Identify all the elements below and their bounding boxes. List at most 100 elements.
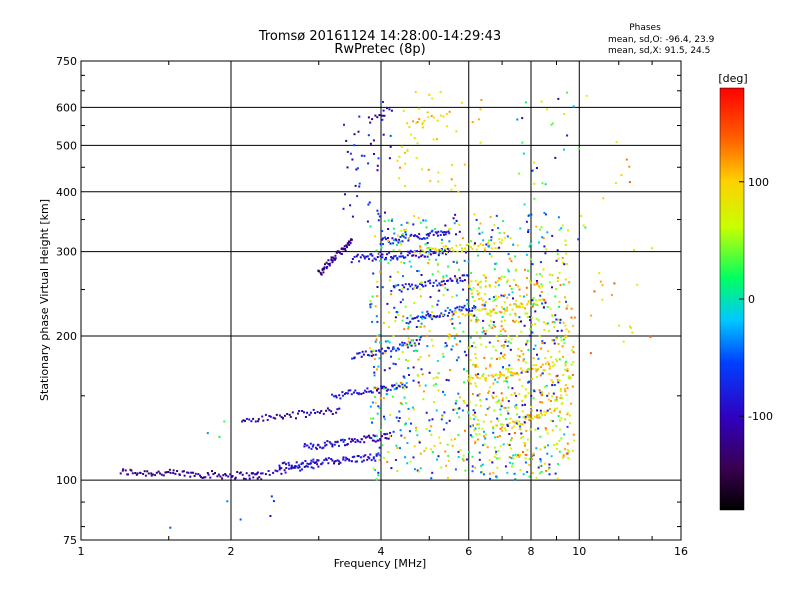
data-point xyxy=(540,299,543,301)
data-point xyxy=(326,265,329,268)
data-point xyxy=(526,414,529,416)
data-point xyxy=(432,285,435,287)
data-point xyxy=(295,417,297,420)
data-point xyxy=(570,316,573,319)
data-point xyxy=(415,254,417,257)
data-point xyxy=(564,384,567,387)
data-point xyxy=(444,233,447,236)
data-point xyxy=(321,268,324,271)
data-point xyxy=(294,465,297,468)
data-point xyxy=(406,150,409,152)
data-point xyxy=(504,465,507,468)
data-point xyxy=(471,393,474,395)
data-point xyxy=(503,301,506,304)
data-point xyxy=(460,309,463,312)
data-point xyxy=(492,425,495,428)
data-point xyxy=(468,378,471,381)
x-tick-label: 16 xyxy=(674,545,688,558)
data-point xyxy=(416,250,419,253)
data-point xyxy=(406,148,409,151)
data-point xyxy=(288,413,291,416)
data-point xyxy=(407,327,410,330)
data-point xyxy=(565,252,568,255)
data-point xyxy=(371,118,374,121)
data-point xyxy=(512,454,515,457)
data-point xyxy=(373,366,375,368)
data-point xyxy=(553,443,556,446)
data-point xyxy=(392,334,395,337)
data-point xyxy=(527,416,530,419)
data-point xyxy=(372,417,375,420)
data-point xyxy=(516,118,519,121)
data-point xyxy=(515,299,518,302)
data-point xyxy=(570,363,573,366)
data-point xyxy=(558,410,561,413)
data-point xyxy=(510,393,513,396)
data-point xyxy=(307,463,310,465)
data-point xyxy=(577,238,580,241)
data-point xyxy=(537,357,540,360)
data-point xyxy=(382,237,385,240)
data-point xyxy=(274,417,277,420)
data-point xyxy=(395,386,398,389)
data-point xyxy=(383,220,386,223)
data-point xyxy=(495,335,498,337)
data-point xyxy=(524,268,526,271)
data-point xyxy=(468,309,471,312)
data-point xyxy=(378,334,381,337)
data-point xyxy=(431,273,434,276)
data-point xyxy=(366,435,369,438)
data-point xyxy=(438,282,441,285)
data-point xyxy=(456,282,459,284)
data-point xyxy=(311,445,314,448)
data-point xyxy=(376,116,379,119)
data-point xyxy=(377,212,380,215)
data-point xyxy=(425,314,428,317)
data-point xyxy=(306,462,309,465)
data-point xyxy=(468,417,471,419)
data-point xyxy=(342,458,345,461)
data-point xyxy=(380,347,383,350)
data-point xyxy=(407,250,410,253)
data-point xyxy=(362,353,365,356)
data-point xyxy=(448,232,451,235)
data-point xyxy=(515,394,518,397)
data-point xyxy=(503,276,506,279)
data-point xyxy=(333,443,336,446)
data-point xyxy=(466,274,469,277)
data-point xyxy=(506,375,509,378)
data-point xyxy=(467,243,470,246)
data-point xyxy=(492,431,495,434)
data-point xyxy=(531,305,534,308)
data-point xyxy=(310,459,313,462)
data-point xyxy=(372,439,375,442)
data-point xyxy=(532,397,535,400)
data-point xyxy=(572,351,575,354)
data-point xyxy=(415,235,418,238)
data-point xyxy=(416,121,419,123)
data-point xyxy=(214,472,216,474)
data-point xyxy=(469,382,472,385)
data-point xyxy=(374,440,377,443)
data-point xyxy=(533,390,536,393)
data-point xyxy=(219,475,222,478)
data-point xyxy=(378,446,381,449)
data-point xyxy=(558,358,561,361)
data-point xyxy=(455,294,458,297)
data-point xyxy=(514,314,517,317)
data-point xyxy=(508,364,511,367)
data-point xyxy=(541,391,544,394)
data-point xyxy=(492,427,495,430)
data-point xyxy=(535,273,538,276)
data-point xyxy=(466,404,469,407)
data-point xyxy=(551,429,554,432)
data-point xyxy=(283,469,286,472)
data-point xyxy=(413,468,416,471)
data-point xyxy=(532,357,535,360)
data-point xyxy=(363,441,366,444)
data-point xyxy=(298,464,300,467)
data-point xyxy=(374,469,377,471)
data-point xyxy=(360,438,363,441)
data-point xyxy=(334,254,337,257)
data-point xyxy=(344,249,347,252)
